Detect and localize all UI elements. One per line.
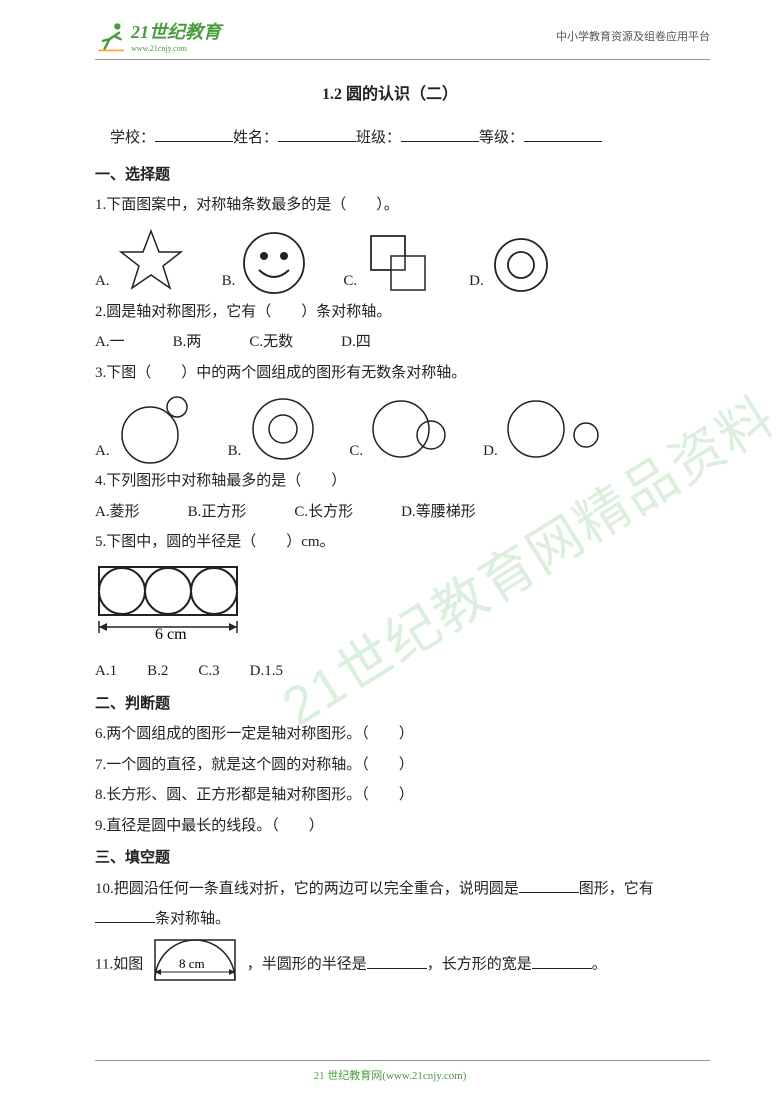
name-label: 姓名：: [233, 130, 278, 146]
q8: 8.长方形、圆、正方形都是轴对称图形。（ ）: [95, 781, 685, 810]
q1-a-label: A.: [95, 267, 110, 296]
q1-b-label: B.: [222, 267, 236, 296]
school-label: 学校：: [110, 130, 155, 146]
q7: 7.一个圆的直径，就是这个圆的对称轴。（ ）: [95, 751, 685, 780]
q10-t1: 10.把圆沿任何一条直线对折，它的两边可以完全重合，说明圆是: [95, 881, 519, 897]
q6: 6.两个圆组成的图形一定是轴对称图形。（ ）: [95, 720, 685, 749]
q4-a: A.菱形: [95, 498, 140, 527]
class-label: 班级：: [356, 130, 401, 146]
q11-t2: ，半圆形的半径是: [247, 957, 367, 973]
class-blank[interactable]: [401, 125, 479, 142]
q2-text: 2.圆是轴对称图形，它有（ ）条对称轴。: [95, 298, 685, 327]
q10-t3: 条对称轴。: [155, 911, 230, 927]
star-icon: [116, 226, 186, 296]
q11-t1: 11.如图: [95, 957, 143, 973]
logo: 21世纪教育 www.21cnjy.com: [95, 18, 221, 53]
school-blank[interactable]: [155, 125, 233, 142]
q11-blank2[interactable]: [532, 952, 592, 969]
footer-text: 21 世纪教育网(www.21cnjy.com): [0, 1067, 780, 1083]
q4-d: D.等腰梯形: [401, 498, 476, 527]
q1-c-label: C.: [343, 267, 357, 296]
student-info-line: 学校： 姓名： 班级： 等级：: [95, 124, 685, 153]
q5-choices: A.1 B.2 C.3 D.1.5: [95, 657, 685, 686]
q11: 11.如图 8 cm ，半圆形的半径是 ，长方形的宽是 。: [95, 936, 685, 995]
circles-c-icon: [369, 393, 453, 465]
q2-b: B.两: [173, 328, 202, 357]
q11-blank1[interactable]: [367, 952, 427, 969]
q1-choices: A. B. C. D.: [95, 226, 685, 296]
q3-text: 3.下图（ ）中的两个圆组成的图形有无数条对称轴。: [95, 359, 685, 388]
q5-fig-label: 6 cm: [155, 626, 187, 643]
q3-d-label: D.: [483, 437, 498, 466]
circles-d-icon: [504, 393, 602, 465]
section-2-header: 二、判断题: [95, 690, 685, 719]
q5-d: D.1.5: [250, 657, 283, 686]
q9: 9.直径是圆中最长的线段。（ ）: [95, 812, 685, 841]
section-3-header: 三、填空题: [95, 844, 685, 873]
page-title: 1.2 圆的认识（二）: [95, 80, 685, 110]
name-blank[interactable]: [278, 125, 356, 142]
q4-text: 4.下列图形中对称轴最多的是（ ）: [95, 467, 685, 496]
q10b: 条对称轴。: [95, 905, 685, 934]
q5-c: C.3: [198, 657, 219, 686]
q2-d: D.四: [341, 328, 371, 357]
q3-choices: A. B. C. D.: [95, 393, 685, 465]
logo-text-sub: www.21cnjy.com: [131, 44, 221, 53]
q3-c-label: C.: [349, 437, 363, 466]
q5-text: 5.下图中，圆的半径是（ ）cm。: [95, 528, 685, 557]
smiley-icon: [241, 230, 307, 296]
two-squares-icon: [363, 230, 433, 296]
q10-blank2[interactable]: [95, 906, 155, 923]
q10-t2: 图形，它有: [579, 881, 654, 897]
circles-b-icon: [247, 393, 319, 465]
section-1-header: 一、选择题: [95, 161, 685, 190]
q2-choices: A.一 B.两 C.无数 D.四: [95, 328, 685, 357]
q2-c: C.无数: [249, 328, 293, 357]
q3-b-label: B.: [228, 437, 242, 466]
q2-a: A.一: [95, 328, 125, 357]
q5-b: B.2: [147, 657, 168, 686]
q11-t4: 。: [592, 957, 607, 973]
semicircle-icon: 8 cm: [151, 936, 239, 984]
q4-c: C.长方形: [294, 498, 353, 527]
q1-text: 1.下面图案中，对称轴条数最多的是（ ）。: [95, 191, 685, 220]
circles-a-icon: [116, 393, 198, 465]
q3-a-label: A.: [95, 437, 110, 466]
header-right-text: 中小学教育资源及组卷应用平台: [556, 28, 710, 44]
q10: 10.把圆沿任何一条直线对折，它的两边可以完全重合，说明圆是 图形，它有: [95, 875, 685, 904]
ring-icon: [490, 234, 552, 296]
q4-b: B.正方形: [188, 498, 247, 527]
logo-text-main: 21世纪教育: [131, 22, 221, 42]
q11-t3: ，长方形的宽是: [427, 957, 532, 973]
grade-blank[interactable]: [524, 125, 602, 142]
q1-d-label: D.: [469, 267, 484, 296]
footer-divider: [95, 1060, 710, 1061]
q11-fig-label: 8 cm: [179, 956, 205, 971]
q5-a: A.1: [95, 657, 117, 686]
runner-icon: [95, 20, 127, 52]
q4-choices: A.菱形 B.正方形 C.长方形 D.等腰梯形: [95, 498, 685, 527]
grade-label: 等级：: [479, 130, 524, 146]
q10-blank1[interactable]: [519, 876, 579, 893]
three-circles-icon: 6 cm: [95, 563, 245, 643]
